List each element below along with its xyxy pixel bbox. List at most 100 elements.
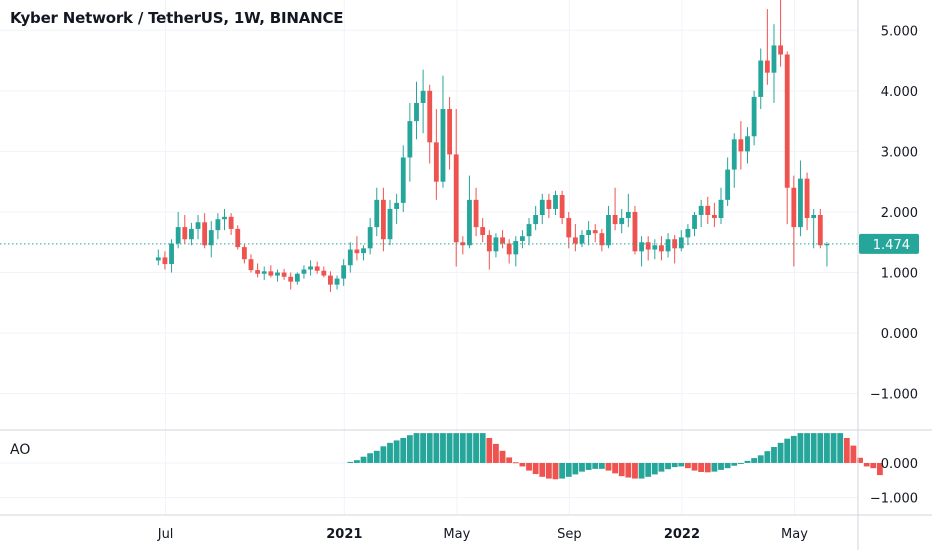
candle-down <box>202 213 208 249</box>
candle-down <box>599 228 605 252</box>
candle-body <box>665 239 671 252</box>
candle-up <box>387 199 393 246</box>
candle-down <box>380 187 386 252</box>
candle-body <box>599 233 605 246</box>
candle-up <box>725 157 731 206</box>
ao-bar <box>651 462 658 475</box>
candle-body <box>798 178 803 228</box>
price-tick-label: 3.000 <box>881 145 918 160</box>
candle-up <box>169 239 174 273</box>
candle-up <box>208 221 214 258</box>
candle-body <box>367 227 373 249</box>
ao-tick-label: 0.000 <box>881 457 918 472</box>
ao-bar <box>863 462 870 467</box>
ao-bar <box>552 462 559 480</box>
candle-body <box>778 45 783 55</box>
candle-body <box>195 222 201 229</box>
candle-down <box>321 266 327 278</box>
ao-bar <box>545 462 552 479</box>
ao-bar <box>678 462 685 467</box>
candle-body <box>625 211 631 219</box>
candle-body <box>427 90 433 143</box>
ao-bar <box>572 462 579 475</box>
candle-up <box>824 242 830 267</box>
candle-up <box>533 205 539 231</box>
ao-bar <box>373 450 380 463</box>
candle-body <box>705 205 711 215</box>
candle-up <box>341 259 347 286</box>
candle-up <box>420 69 426 134</box>
candle-down <box>784 51 790 225</box>
ao-bar <box>704 462 711 473</box>
candle-body <box>394 202 400 209</box>
candle-down <box>817 208 823 249</box>
ao-bar <box>440 433 446 463</box>
candle-up <box>367 218 373 255</box>
candle-body <box>606 215 611 246</box>
candle-up <box>189 222 194 246</box>
candle-up <box>308 260 313 276</box>
candle-down <box>804 172 810 231</box>
candle-body <box>645 242 651 250</box>
ao-bar <box>592 462 599 469</box>
candle-up <box>745 127 750 164</box>
ao-bar <box>737 462 744 464</box>
ao-bar <box>347 461 354 463</box>
ao-bar <box>406 435 413 463</box>
price-tick-label: 1.000 <box>881 267 918 282</box>
candle-up <box>407 102 413 182</box>
candle-down <box>248 254 254 273</box>
candle-up <box>553 190 558 215</box>
price-tick-label: 0.000 <box>881 327 918 342</box>
candle-body <box>341 265 347 279</box>
candle-body <box>791 187 797 228</box>
candle-up <box>195 215 201 240</box>
candle-body <box>268 271 274 276</box>
candle-body <box>189 228 194 240</box>
candle-body <box>480 227 486 235</box>
ao-bar <box>850 445 857 463</box>
ao-bar <box>618 462 625 477</box>
candle-up <box>685 224 691 246</box>
candle-body <box>447 109 452 155</box>
candle-down <box>427 84 433 164</box>
candle-down <box>354 236 360 261</box>
candle-body <box>632 211 638 252</box>
candle-down <box>659 236 664 261</box>
ao-bar <box>698 462 705 472</box>
candle-down <box>447 96 452 170</box>
candle-up <box>440 75 446 188</box>
candle-up <box>400 145 406 212</box>
ao-bar <box>797 433 804 463</box>
candle-down <box>672 234 678 264</box>
candle-up <box>798 160 803 237</box>
ao-bar <box>711 462 718 472</box>
candle-up <box>639 236 644 267</box>
price-tick-label: −1.000 <box>870 388 918 403</box>
ao-bar <box>671 462 678 468</box>
candle-up <box>394 193 400 225</box>
ao-bar <box>579 462 585 472</box>
ao-bar <box>685 462 691 469</box>
ao-bar <box>810 433 817 463</box>
ao-bar <box>724 462 731 469</box>
ao-bar <box>433 433 440 463</box>
candle-up <box>751 90 757 146</box>
candle-down <box>500 230 505 249</box>
candle-body <box>546 199 552 209</box>
ao-bar <box>367 453 374 463</box>
candle-body <box>361 248 366 254</box>
candle-up <box>374 187 380 237</box>
candle-body <box>639 242 644 252</box>
candle-down <box>705 196 711 225</box>
ao-bar <box>751 458 758 463</box>
candle-down <box>228 213 234 235</box>
candle-body <box>235 228 241 248</box>
candle-body <box>811 215 817 219</box>
candle-body <box>698 205 704 215</box>
candle-down <box>480 218 486 243</box>
candle-body <box>592 230 598 234</box>
ao-bar <box>453 433 460 463</box>
ao-bar <box>777 442 784 463</box>
ao-bar <box>744 460 751 463</box>
